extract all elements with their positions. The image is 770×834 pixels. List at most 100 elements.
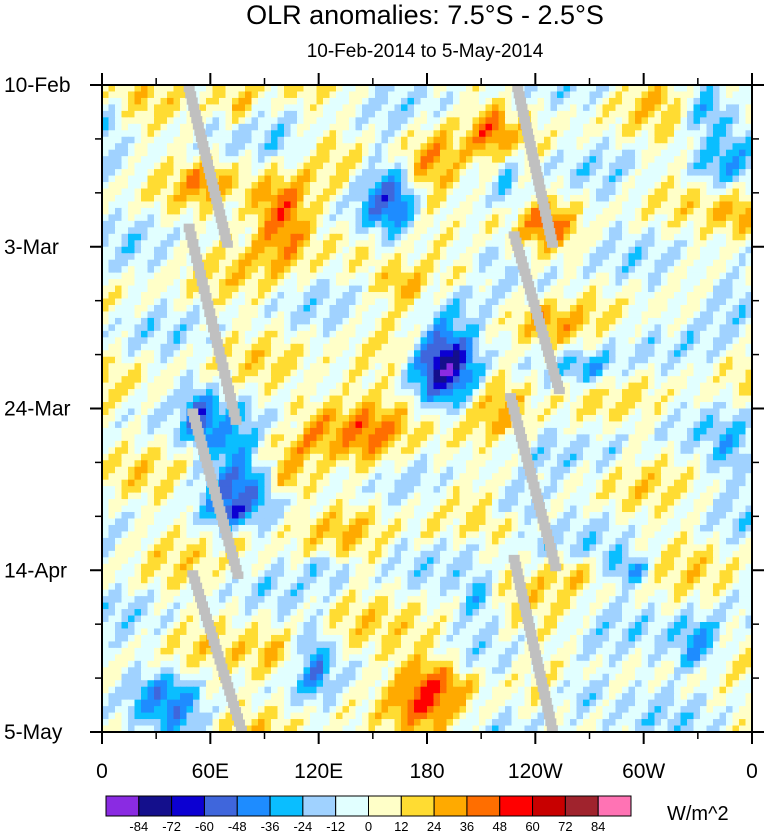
heatmap-cell — [368, 97, 376, 106]
heatmap-cell — [550, 324, 558, 332]
heatmap-cell — [342, 285, 350, 293]
heatmap-cell — [466, 279, 474, 287]
heatmap-cell — [511, 156, 519, 164]
heatmap-cell — [446, 298, 454, 306]
heatmap-cell — [264, 363, 272, 371]
heatmap-cell — [654, 285, 662, 293]
heatmap-cell — [349, 220, 357, 228]
heatmap-cell — [466, 156, 474, 164]
heatmap-cell — [427, 389, 435, 397]
heatmap-cell — [284, 343, 292, 351]
heatmap-cell — [297, 188, 305, 196]
heatmap-cell — [485, 389, 493, 397]
heatmap-cell — [154, 389, 162, 397]
heatmap-cell — [654, 91, 662, 99]
heatmap-cell — [622, 363, 630, 371]
heatmap-cell — [349, 395, 357, 403]
heatmap-cell — [505, 220, 513, 228]
heatmap-cell — [537, 156, 545, 164]
heatmap-cell — [167, 175, 175, 183]
heatmap-cell — [706, 130, 714, 138]
heatmap-cell — [219, 188, 227, 196]
heatmap-cell — [485, 292, 493, 300]
heatmap-cell — [531, 376, 539, 384]
heatmap-cell — [459, 85, 467, 93]
heatmap-cell — [635, 188, 643, 196]
heatmap-cell — [329, 266, 337, 274]
heatmap-cell — [706, 356, 714, 364]
heatmap-cell — [381, 201, 389, 209]
heatmap-cell — [505, 123, 513, 131]
heatmap-cell — [336, 143, 344, 151]
heatmap-cell — [271, 266, 279, 274]
heatmap-cell — [264, 266, 272, 274]
heatmap-cell — [167, 182, 175, 190]
heatmap-cell — [193, 363, 201, 371]
heatmap-cell — [531, 246, 539, 254]
heatmap-cell — [264, 97, 272, 106]
heatmap-cell — [726, 91, 734, 99]
heatmap-cell — [628, 156, 636, 164]
heatmap-cell — [498, 266, 506, 274]
heatmap-cell — [121, 169, 129, 177]
heatmap-cell — [102, 227, 110, 235]
heatmap-cell — [661, 188, 669, 196]
heatmap-cell — [381, 188, 389, 196]
heatmap-cell — [225, 156, 233, 164]
heatmap-cell — [102, 123, 110, 131]
heatmap-cell — [622, 266, 630, 274]
heatmap-cell — [206, 194, 214, 203]
heatmap-cell — [368, 253, 376, 261]
heatmap-cell — [420, 104, 428, 112]
heatmap-cell — [680, 117, 688, 125]
heatmap-cell — [745, 369, 752, 377]
heatmap-cell — [589, 292, 597, 300]
heatmap-cell — [121, 227, 129, 235]
heatmap-cell — [459, 259, 467, 267]
heatmap-cell — [654, 272, 662, 280]
heatmap-cell — [180, 201, 188, 209]
heatmap-cell — [232, 369, 240, 377]
heatmap-cell — [654, 143, 662, 151]
heatmap-cell — [446, 188, 454, 196]
heatmap-cell — [206, 266, 214, 274]
heatmap-cell — [505, 292, 513, 300]
heatmap-cell — [167, 324, 175, 332]
heatmap-cell — [303, 324, 311, 332]
heatmap-cell — [180, 85, 188, 93]
heatmap-cell — [433, 304, 441, 313]
heatmap-cell — [115, 182, 123, 190]
heatmap-cell — [362, 85, 370, 93]
heatmap-cell — [251, 389, 259, 397]
heatmap-cell — [121, 369, 129, 377]
heatmap-cell — [589, 110, 597, 118]
heatmap-cell — [726, 214, 734, 222]
heatmap-cell — [394, 207, 402, 215]
heatmap-cell — [641, 240, 649, 248]
heatmap-cell — [589, 233, 597, 241]
heatmap-cell — [706, 156, 714, 164]
heatmap-cell — [284, 117, 292, 125]
heatmap-cell — [485, 162, 493, 170]
heatmap-cell — [121, 382, 129, 390]
heatmap-cell — [251, 395, 259, 403]
heatmap-cell — [303, 214, 311, 222]
heatmap-cell — [238, 382, 246, 390]
heatmap-cell — [141, 97, 149, 106]
heatmap-cell — [232, 363, 240, 371]
heatmap-cell — [648, 240, 656, 248]
heatmap-cell — [700, 389, 708, 397]
heatmap-cell — [602, 130, 610, 138]
heatmap-cell — [297, 343, 305, 351]
heatmap-cell — [674, 85, 682, 93]
heatmap-cell — [609, 188, 617, 196]
heatmap-cell — [745, 343, 752, 351]
heatmap-cell — [427, 324, 435, 332]
heatmap-cell — [609, 240, 617, 248]
heatmap-cell — [622, 324, 630, 332]
heatmap-cell — [693, 91, 701, 99]
heatmap-cell — [472, 389, 480, 397]
heatmap-cell — [602, 253, 610, 261]
heatmap-cell — [589, 123, 597, 131]
heatmap-cell — [323, 162, 331, 170]
